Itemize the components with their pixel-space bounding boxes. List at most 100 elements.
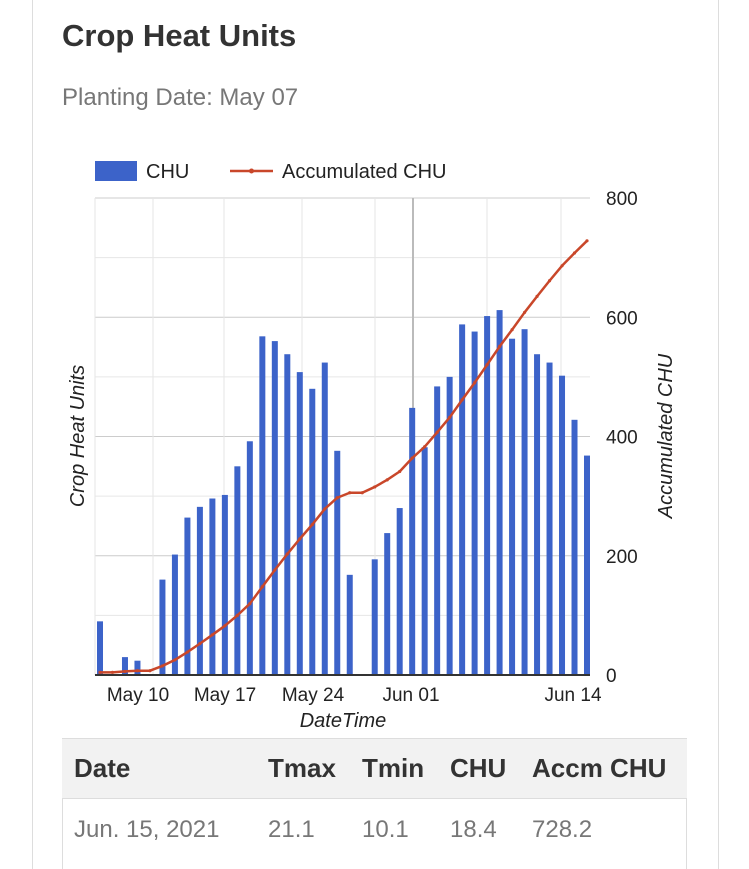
legend-chu-label: CHU — [146, 161, 189, 183]
legend-accumulated-marker — [249, 168, 254, 174]
accumulated-chu-point — [335, 496, 339, 500]
x-tick-label: May 10 — [107, 685, 169, 706]
chu-bar — [234, 466, 241, 675]
chu-bar — [296, 372, 303, 675]
accumulated-chu-point — [373, 485, 377, 489]
chu-bar — [284, 354, 291, 675]
x-tick-label: Jun 01 — [382, 685, 439, 706]
x-tick-label: May 24 — [282, 685, 345, 706]
cell-accm-chu: 728.2 — [532, 816, 593, 843]
page-title: Crop Heat Units — [62, 18, 297, 53]
accumulated-chu-line — [100, 239, 588, 674]
chu-bar — [184, 517, 191, 675]
accumulated-chu-point — [273, 568, 277, 572]
accumulated-chu-point — [310, 522, 314, 527]
y-right-tick-label: 0 — [606, 666, 617, 687]
chu-bar — [171, 554, 178, 675]
legend-accumulated-label: Accumulated CHU — [282, 161, 447, 183]
chu-bar — [446, 376, 453, 675]
chu-bar — [371, 559, 378, 675]
accumulated-chu-point — [547, 279, 552, 283]
accumulated-chu-point — [323, 507, 327, 511]
chu-bar — [97, 621, 103, 675]
accumulated-chu-point — [210, 633, 214, 637]
x-axis-title: DateTime — [300, 710, 387, 732]
accumulated-chu-point — [260, 585, 264, 589]
header-date: Date — [62, 738, 256, 799]
accumulated-chu-point — [410, 456, 414, 460]
header-tmin: Tmin — [350, 738, 438, 799]
chu-bar — [546, 362, 553, 675]
chu-bar — [246, 441, 253, 675]
accumulated-chu-point — [135, 669, 140, 673]
accumulated-chu-point — [198, 642, 202, 646]
chu-bar — [484, 316, 491, 675]
card-left-border — [32, 0, 33, 869]
chu-bar — [496, 310, 503, 675]
header-chu: CHU — [438, 738, 520, 799]
summary-table: Date Tmax Tmin CHU Accm CHU Jun. 15, 202… — [62, 738, 687, 861]
accumulated-chu-point — [535, 294, 539, 298]
accumulated-chu-point — [560, 264, 564, 268]
chu-bar — [209, 498, 216, 675]
chu-bar — [134, 660, 141, 675]
chu-bar — [121, 657, 128, 675]
accumulated-chu-point — [522, 310, 527, 315]
cell-date: Jun. 15, 2021 — [74, 816, 220, 843]
accumulated-chu-point — [285, 552, 289, 556]
planting-date: Planting Date: May 07 — [62, 84, 299, 111]
chart-grid — [94, 197, 590, 676]
chu-bar — [321, 362, 328, 675]
chu-bar — [509, 338, 516, 675]
accumulated-chu-point — [123, 669, 127, 674]
accumulated-chu-point — [485, 363, 489, 367]
chu-bar — [271, 341, 278, 675]
y-right-tick-label: 600 — [606, 308, 638, 329]
chu-bar — [221, 494, 228, 675]
accumulated-chu-point — [348, 491, 352, 495]
card-right-border — [718, 0, 719, 869]
accumulated-chu-point — [185, 650, 190, 654]
chart-axes: May 10 May 17 May 24 Jun 01 Jun 140 200 400 600… — [95, 189, 638, 706]
chu-bar — [396, 508, 403, 675]
accumulated-chu-point — [298, 537, 302, 541]
x-tick-label: May 17 — [194, 685, 256, 706]
accumulated-chu-point — [398, 469, 402, 474]
chu-bar — [196, 506, 203, 675]
accumulated-chu-point — [423, 445, 427, 449]
y-right-tick-label: 400 — [606, 428, 638, 449]
chu-bar — [559, 375, 566, 675]
accumulated-chu-point — [497, 344, 502, 349]
legend-chu-swatch — [95, 161, 137, 181]
accumulated-chu-point — [460, 398, 464, 402]
chu-bar — [421, 447, 428, 675]
x-tick-label: Jun 14 — [544, 685, 601, 706]
chu-bar — [434, 386, 441, 675]
y-axis-right-title: Accumulated CHU — [655, 353, 677, 519]
chu-chart: May 10 May 17 May 24 Jun 01 Jun 140 200 400 600… — [67, 161, 677, 732]
chu-bar — [384, 533, 391, 675]
accumulated-line — [98, 239, 589, 674]
accumulated-chu-point — [360, 491, 364, 495]
chart-legend: CHU Accumulated CHU — [95, 161, 447, 183]
accumulated-chu-point — [473, 381, 477, 385]
chu-bar — [409, 407, 416, 675]
chu-bar — [309, 388, 316, 675]
chu-bar — [334, 450, 341, 675]
chu-bar — [521, 329, 528, 675]
cell-chu: 18.4 — [450, 816, 497, 843]
table-row: Jun. 15, 2021 21.1 10.1 18.4 728.2 — [62, 799, 687, 862]
y-axis-left-title: Crop Heat Units — [67, 365, 89, 507]
header-tmax: Tmax — [256, 738, 350, 799]
y-right-tick-label: 200 — [606, 547, 638, 568]
cell-tmin: 10.1 — [362, 816, 409, 843]
chu-bar — [159, 579, 166, 675]
accumulated-chu-point — [572, 251, 577, 255]
accumulated-chu-point — [510, 328, 514, 332]
accumulated-chu-point — [98, 670, 102, 674]
accumulated-chu-point — [585, 239, 589, 243]
accumulated-chu-point — [385, 478, 389, 482]
chu-bar — [471, 331, 478, 675]
cell-tmax: 21.1 — [268, 816, 315, 843]
accumulated-chu-point — [173, 658, 177, 662]
